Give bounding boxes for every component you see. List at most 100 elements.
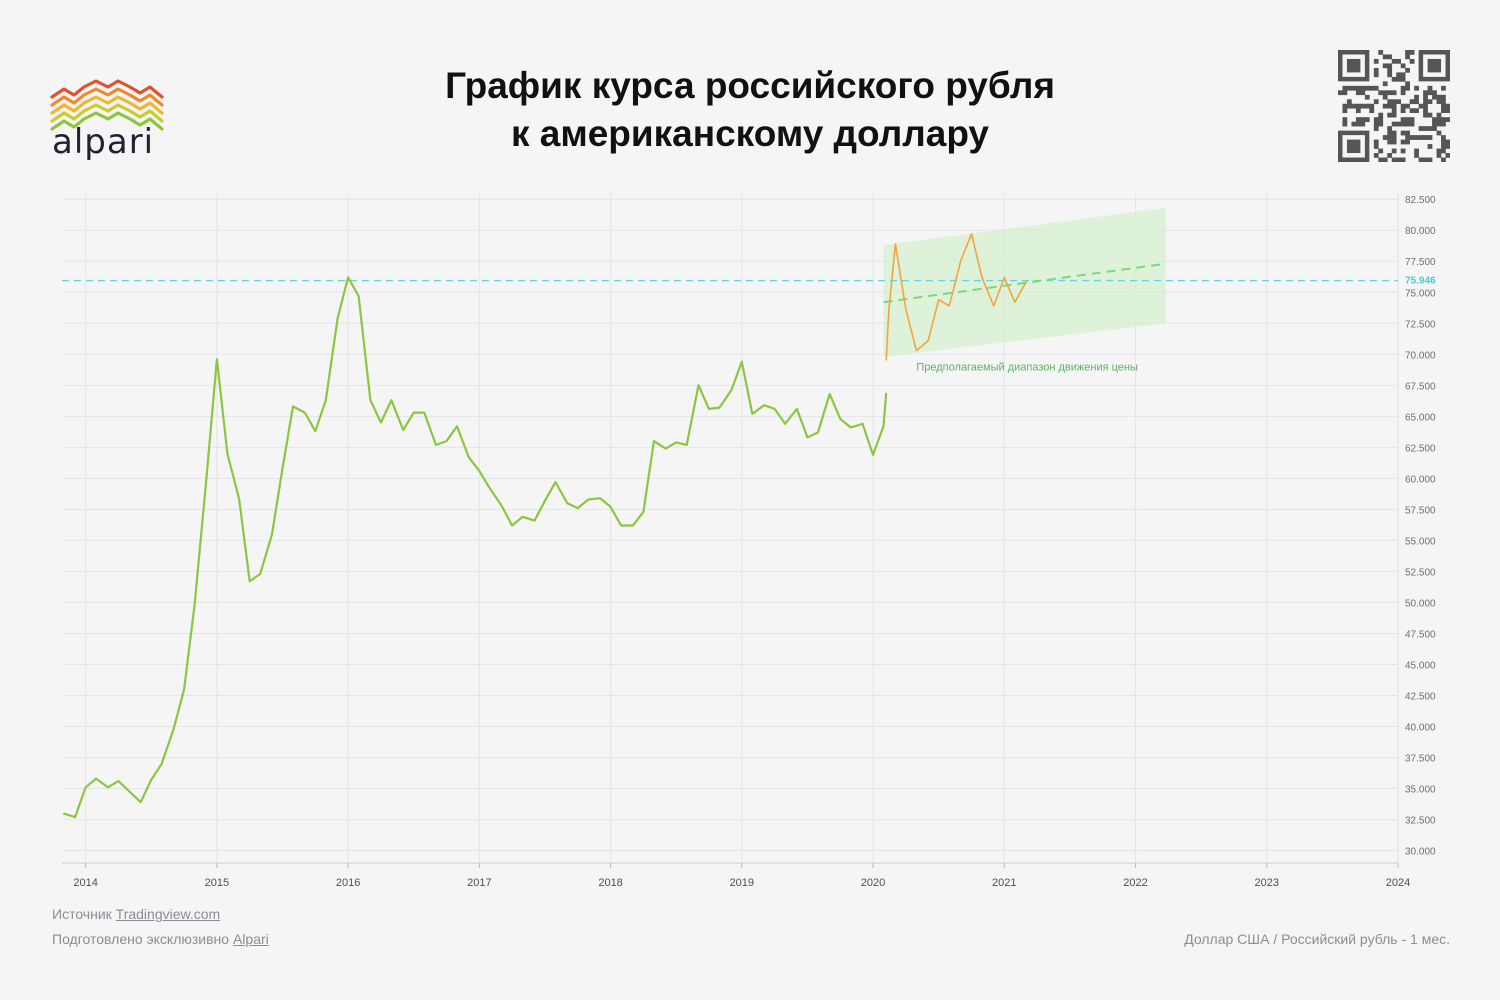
qr-module <box>1373 58 1379 64</box>
qr-module <box>1391 58 1397 64</box>
qr-module <box>1373 99 1379 105</box>
x-tick-label: 2016 <box>336 877 360 889</box>
qr-module <box>1373 117 1379 122</box>
qr-module <box>1387 153 1393 158</box>
qr-module <box>1396 58 1402 64</box>
qr-module <box>1418 126 1424 131</box>
qr-module <box>1400 121 1406 127</box>
qr-module <box>1445 139 1450 145</box>
qr-module <box>1355 85 1361 91</box>
y-tick-label: 77.500 <box>1405 257 1436 268</box>
x-tick-label: 2023 <box>1255 877 1279 889</box>
qr-module <box>1414 135 1419 140</box>
qr-module <box>1445 153 1450 158</box>
qr-module <box>1373 139 1379 145</box>
chart-area: 30.000 32.500 35.000 37.500 40.000 42.500 45.0… <box>0 185 1500 905</box>
y-tick-label: 40.000 <box>1405 723 1436 734</box>
qr-module <box>1346 85 1352 91</box>
price-chart: 30.000 32.500 35.000 37.500 40.000 42.500 45.0… <box>62 193 1436 889</box>
qr-module <box>1369 103 1375 109</box>
qr-module <box>1405 121 1410 127</box>
qr-module <box>1405 139 1410 145</box>
qr-module <box>1441 99 1446 105</box>
qr-module <box>1432 90 1437 96</box>
x-tick-label: 2022 <box>1123 877 1147 889</box>
qr-module <box>1373 67 1379 73</box>
qr-module <box>1382 157 1388 162</box>
qr-module <box>1391 108 1397 114</box>
qr-module <box>1405 81 1410 87</box>
qr-module <box>1400 63 1406 69</box>
qr-finder-core <box>1427 58 1442 73</box>
qr-module <box>1400 72 1406 78</box>
y-tick-label: 62.500 <box>1405 443 1436 454</box>
y-tick-label: 65.000 <box>1405 412 1436 423</box>
qr-module <box>1373 144 1379 149</box>
x-tick-label: 2019 <box>730 877 754 889</box>
qr-module <box>1409 108 1415 114</box>
logo-wave <box>50 111 164 131</box>
qr-module <box>1351 103 1357 109</box>
qr-finder-core <box>1346 139 1361 154</box>
qr-module <box>1400 108 1406 114</box>
y-tick-label: 35.000 <box>1405 785 1436 796</box>
qr-module <box>1441 148 1446 154</box>
qr-module <box>1414 148 1419 154</box>
qr-module <box>1414 108 1419 114</box>
y-tick-label: 57.500 <box>1405 505 1436 516</box>
qr-module <box>1441 103 1446 109</box>
y-tick-label: 50.000 <box>1405 598 1436 609</box>
qr-module <box>1427 126 1433 131</box>
qr-module <box>1342 90 1348 96</box>
x-tick-label: 2020 <box>861 877 885 889</box>
page-title: График курса российского рубля к америка… <box>300 62 1200 158</box>
qr-module <box>1436 112 1442 118</box>
qr-module <box>1387 67 1393 73</box>
qr-module <box>1405 130 1410 136</box>
qr-module <box>1346 99 1352 105</box>
y-tick-label: 70.000 <box>1405 350 1436 361</box>
qr-module <box>1409 50 1415 55</box>
qr-module <box>1391 99 1397 105</box>
qr-module <box>1441 94 1446 100</box>
qr-module <box>1423 103 1428 109</box>
qr-module <box>1409 117 1415 122</box>
qr-module <box>1351 121 1357 127</box>
title-line-1: График курса российского рубля <box>445 65 1055 106</box>
qr-module <box>1436 117 1442 122</box>
qr-module <box>1400 148 1406 154</box>
y-tick-label: 42.500 <box>1405 692 1436 703</box>
qr-module <box>1409 99 1415 105</box>
prepared-link[interactable]: Alpari <box>232 931 269 947</box>
qr-module <box>1351 85 1357 91</box>
qr-module <box>1400 90 1406 96</box>
y-tick-label: 32.500 <box>1405 816 1436 827</box>
qr-module <box>1396 157 1402 162</box>
qr-module <box>1441 157 1446 162</box>
qr-module <box>1355 121 1361 127</box>
qr-module <box>1387 139 1393 145</box>
qr-module <box>1432 121 1437 127</box>
qr-module <box>1405 85 1410 91</box>
qr-code-icon[interactable] <box>1338 50 1450 162</box>
qr-module <box>1414 94 1419 100</box>
current-price-label: 75.946 <box>1405 276 1436 287</box>
y-tick-label: 37.500 <box>1405 754 1436 765</box>
qr-module <box>1382 94 1388 100</box>
logo-text: alpari <box>52 122 155 162</box>
qr-module <box>1373 153 1379 158</box>
qr-module <box>1418 103 1424 109</box>
qr-module <box>1436 130 1442 136</box>
x-tick-label: 2021 <box>992 877 1016 889</box>
prepared-note: Подготовлено эксклюзивно Alpari <box>52 931 269 947</box>
qr-module <box>1441 135 1446 140</box>
y-tick-label: 47.500 <box>1405 629 1436 640</box>
title-line-2: к американскому доллару <box>510 113 990 154</box>
source-link[interactable]: Tradingview.com <box>115 906 221 922</box>
y-tick-label: 60.000 <box>1405 474 1436 485</box>
y-tick-label: 45.000 <box>1405 660 1436 671</box>
qr-module <box>1409 121 1415 127</box>
qr-module <box>1360 85 1366 91</box>
qr-module <box>1369 85 1375 91</box>
qr-module <box>1436 121 1442 127</box>
